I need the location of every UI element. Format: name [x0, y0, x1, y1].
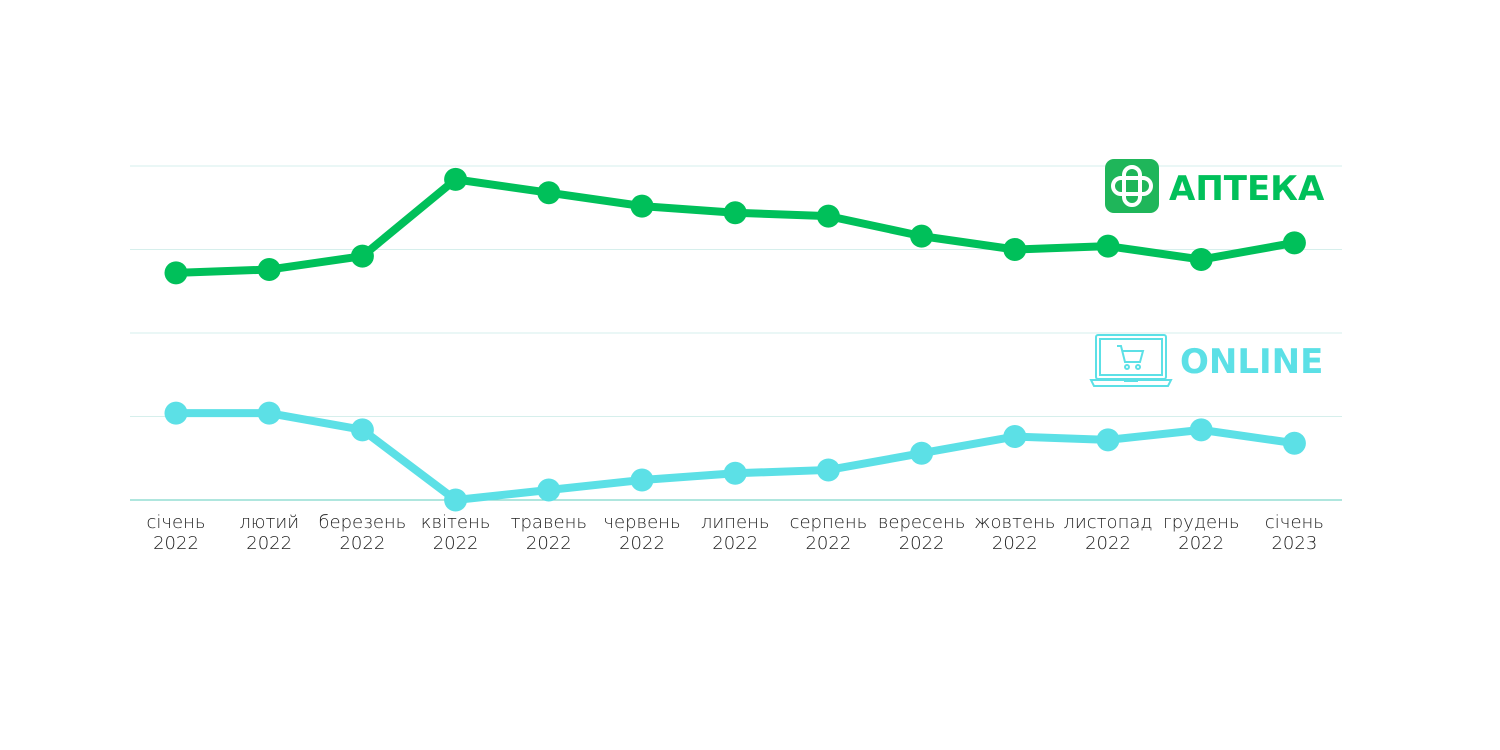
data-point	[1003, 425, 1027, 449]
series-line-1	[172, 409, 1299, 504]
data-point	[1096, 428, 1120, 452]
x-tick-label: серпень 2022	[790, 512, 868, 554]
data-point	[257, 258, 281, 282]
data-point	[723, 461, 747, 485]
x-tick-label: січень 2023	[1265, 512, 1324, 554]
data-point	[910, 441, 934, 465]
x-tick-label: травень 2022	[511, 512, 587, 554]
data-point	[910, 224, 934, 248]
data-point	[257, 401, 281, 425]
x-tick-label: березень 2022	[319, 512, 407, 554]
data-point	[816, 458, 840, 482]
data-point	[1282, 431, 1306, 455]
data-point	[350, 418, 374, 442]
data-point	[1003, 238, 1027, 261]
x-tick-label: липень 2022	[701, 512, 770, 554]
data-point	[1189, 418, 1213, 442]
data-point	[164, 261, 188, 285]
data-point	[1096, 234, 1120, 258]
data-point	[1282, 231, 1306, 255]
data-point	[630, 468, 654, 492]
x-tick-label: лютий 2022	[239, 512, 299, 554]
legend-item-pharmacy: АПТЕКА	[1105, 159, 1325, 213]
data-point	[444, 488, 468, 512]
data-point	[1189, 248, 1213, 272]
data-point	[630, 194, 654, 218]
data-point	[350, 244, 374, 268]
data-point	[164, 401, 188, 425]
laptop-cart-icon	[1089, 334, 1173, 387]
series-points	[164, 167, 1306, 512]
legend-label-online: ONLINE	[1180, 342, 1323, 382]
data-point	[444, 167, 468, 191]
x-tick-label: вересень 2022	[878, 512, 965, 554]
legend-item-online: ONLINE	[1089, 334, 1323, 387]
x-axis-labels: січень 2022 лютий 2022 березень 2022 квітень 20…	[147, 512, 1324, 554]
pharmacy-cross-icon	[1105, 159, 1159, 213]
x-tick-label: січень 2022	[147, 512, 206, 554]
x-tick-label: квітень 2022	[421, 512, 491, 554]
x-tick-label: жовтень 2022	[974, 512, 1055, 554]
data-point	[723, 201, 747, 225]
data-point	[816, 204, 840, 228]
legend-label-pharmacy: АПТЕКА	[1169, 169, 1325, 209]
data-point	[537, 478, 561, 502]
x-tick-label: листопад 2022	[1063, 512, 1152, 554]
data-point	[537, 181, 561, 205]
x-tick-label: грудень 2022	[1163, 512, 1240, 554]
x-tick-label: червень 2022	[603, 512, 680, 554]
